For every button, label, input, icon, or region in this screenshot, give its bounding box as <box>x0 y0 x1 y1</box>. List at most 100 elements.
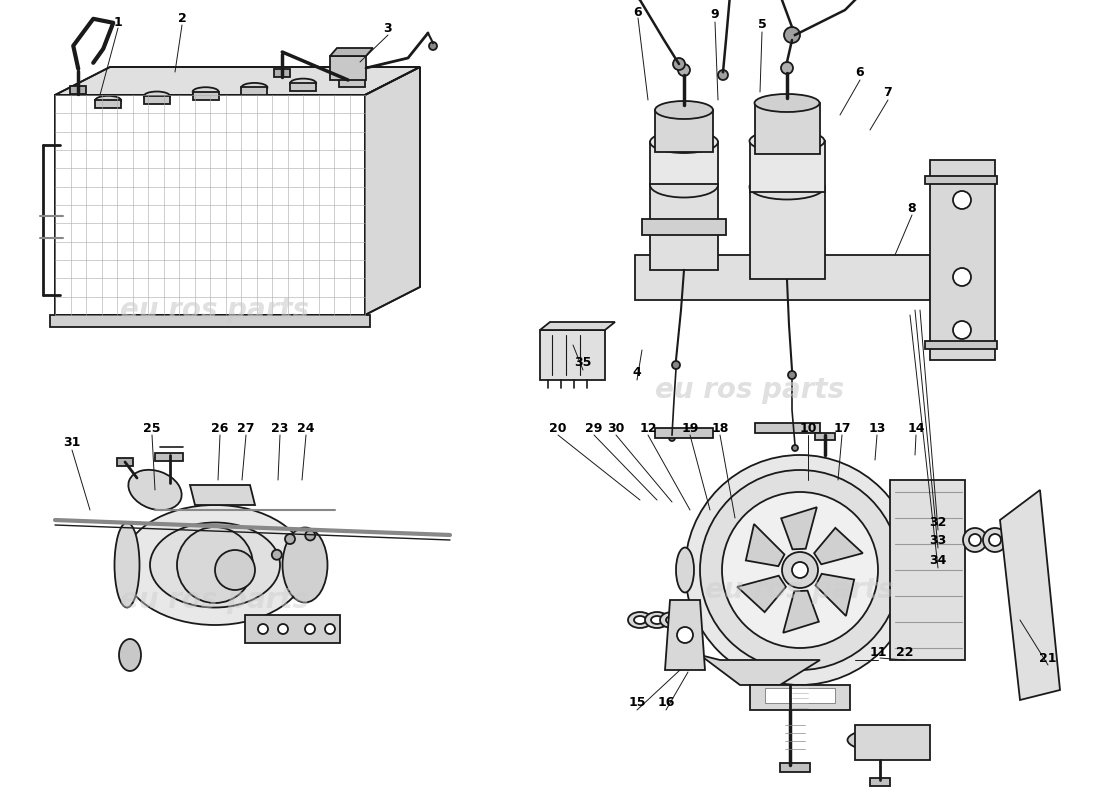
Text: eu ros parts: eu ros parts <box>656 376 845 404</box>
Ellipse shape <box>119 639 141 671</box>
Text: 29: 29 <box>585 422 603 434</box>
Ellipse shape <box>114 522 140 607</box>
Text: 31: 31 <box>64 437 80 450</box>
Bar <box>750 141 825 192</box>
Ellipse shape <box>122 505 308 625</box>
Bar <box>635 255 930 300</box>
Circle shape <box>784 27 800 43</box>
Circle shape <box>285 534 295 544</box>
Text: eu ros parts: eu ros parts <box>120 296 309 324</box>
Bar <box>654 428 713 438</box>
Ellipse shape <box>634 616 646 624</box>
Ellipse shape <box>645 612 669 628</box>
Circle shape <box>953 321 971 339</box>
Polygon shape <box>737 576 785 612</box>
Circle shape <box>700 470 900 670</box>
Polygon shape <box>192 92 219 100</box>
Ellipse shape <box>339 74 365 83</box>
Bar <box>70 86 86 94</box>
Ellipse shape <box>241 83 267 92</box>
Polygon shape <box>890 480 965 660</box>
Bar <box>274 69 290 77</box>
Circle shape <box>722 492 878 648</box>
Ellipse shape <box>650 131 718 153</box>
Text: 24: 24 <box>297 422 315 434</box>
Circle shape <box>429 42 437 50</box>
Text: 13: 13 <box>868 422 886 434</box>
Bar <box>925 341 997 349</box>
Circle shape <box>278 624 288 634</box>
Text: 6: 6 <box>856 66 865 79</box>
Circle shape <box>272 550 282 560</box>
Text: 11: 11 <box>869 646 887 659</box>
Bar <box>815 433 835 440</box>
Ellipse shape <box>283 527 328 602</box>
Circle shape <box>258 624 268 634</box>
Circle shape <box>983 528 1006 552</box>
Text: 6: 6 <box>634 6 642 18</box>
Text: 26: 26 <box>211 422 229 434</box>
Text: 8: 8 <box>908 202 916 214</box>
Polygon shape <box>815 574 855 616</box>
Circle shape <box>782 552 818 588</box>
Text: 9: 9 <box>711 9 719 22</box>
Polygon shape <box>1000 490 1060 700</box>
Circle shape <box>305 624 315 634</box>
Text: 35: 35 <box>574 357 592 370</box>
Bar <box>870 778 890 786</box>
Ellipse shape <box>847 729 913 751</box>
Ellipse shape <box>290 78 316 88</box>
Text: 30: 30 <box>607 422 625 434</box>
Bar <box>755 423 820 433</box>
Circle shape <box>718 70 728 80</box>
Text: 2: 2 <box>177 11 186 25</box>
Text: 12: 12 <box>639 422 657 434</box>
Text: 17: 17 <box>834 422 850 434</box>
Circle shape <box>177 527 253 603</box>
Polygon shape <box>930 160 996 360</box>
Ellipse shape <box>666 616 678 624</box>
Bar <box>755 103 820 154</box>
Text: 23: 23 <box>272 422 288 434</box>
Circle shape <box>953 191 971 209</box>
Text: 21: 21 <box>1040 651 1057 665</box>
Bar <box>925 176 997 184</box>
Polygon shape <box>780 763 810 772</box>
Circle shape <box>676 627 693 643</box>
Text: 22: 22 <box>896 646 914 659</box>
Polygon shape <box>144 96 169 104</box>
Ellipse shape <box>749 130 825 152</box>
Text: 32: 32 <box>930 517 947 530</box>
Ellipse shape <box>628 612 652 628</box>
Polygon shape <box>241 87 267 95</box>
Ellipse shape <box>150 522 280 607</box>
Circle shape <box>673 58 685 70</box>
Bar <box>117 458 133 466</box>
Polygon shape <box>339 79 365 87</box>
Bar <box>245 615 340 643</box>
Polygon shape <box>190 485 255 505</box>
Text: 16: 16 <box>658 697 674 710</box>
Polygon shape <box>540 322 615 330</box>
Circle shape <box>953 268 971 286</box>
Circle shape <box>672 361 680 369</box>
Ellipse shape <box>651 616 663 624</box>
Circle shape <box>989 534 1001 546</box>
Polygon shape <box>365 67 420 315</box>
Text: 27: 27 <box>238 422 255 434</box>
Bar <box>764 688 835 703</box>
Text: 33: 33 <box>930 534 947 547</box>
Circle shape <box>214 550 255 590</box>
Polygon shape <box>700 655 820 685</box>
Text: 10: 10 <box>800 422 816 434</box>
Ellipse shape <box>755 94 820 112</box>
Circle shape <box>305 530 316 541</box>
Text: 3: 3 <box>384 22 393 34</box>
Text: 15: 15 <box>628 697 646 710</box>
Ellipse shape <box>192 87 219 96</box>
Text: 4: 4 <box>632 366 641 379</box>
Ellipse shape <box>749 174 825 199</box>
Text: 34: 34 <box>930 554 947 567</box>
Polygon shape <box>855 725 930 760</box>
Polygon shape <box>55 67 420 95</box>
